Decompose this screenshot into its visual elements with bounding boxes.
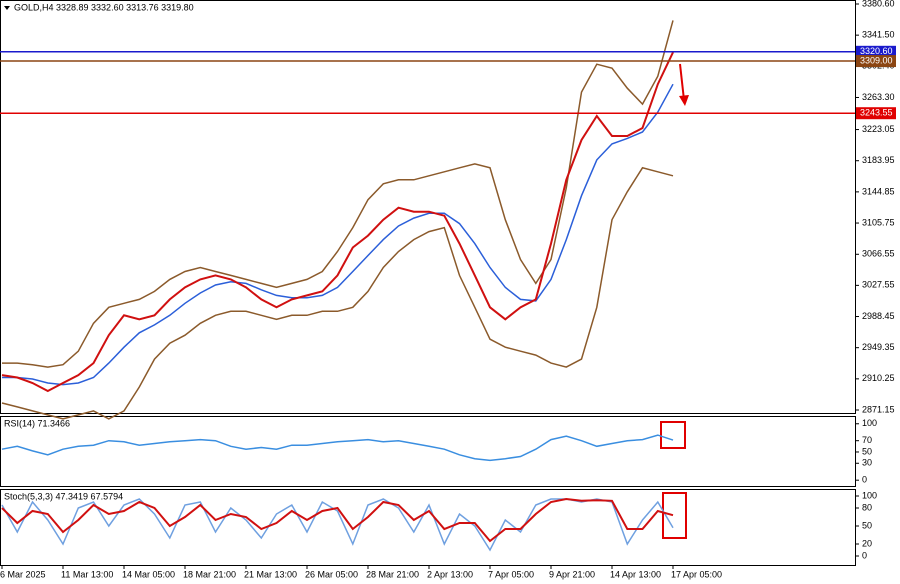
level-label-box — [856, 45, 896, 58]
panel-title: Stoch(5,3,3) 47.3419 67.5794 — [4, 491, 123, 501]
x-tick-label: 17 Apr 05:00 — [671, 569, 722, 579]
y-tick-label: 100 — [862, 490, 877, 500]
x-tick-label: 26 Mar 05:00 — [305, 569, 358, 579]
panel-title: RSI(14) 71.3466 — [4, 418, 70, 428]
y-tick-label: 30 — [862, 458, 872, 468]
y-tick-label: 3183.95 — [862, 155, 895, 165]
y-tick-label: 3263.30 — [862, 92, 895, 102]
panel-title: GOLD,H4 3328.89 3332.60 3313.76 3319.80 — [14, 2, 194, 12]
level-label-box — [856, 107, 896, 120]
y-tick-label: 3341.50 — [862, 30, 895, 40]
level-label: 3243.55 — [860, 108, 893, 118]
series-line — [1, 166, 674, 420]
y-tick-label: 100 — [862, 418, 877, 428]
y-tick-label: 3144.85 — [862, 186, 895, 196]
y-tick-label: 3105.75 — [862, 217, 895, 227]
highlight-box — [662, 492, 687, 539]
y-tick-label: 50 — [862, 446, 872, 456]
menu-arrow — [4, 6, 10, 10]
highlight-box — [660, 421, 686, 449]
y-tick-label: 2871.15 — [862, 404, 895, 414]
level-label-box — [856, 55, 896, 68]
series-line — [1, 434, 674, 462]
y-tick-label: 2949.35 — [862, 342, 895, 352]
x-tick-label: 21 Mar 13:00 — [244, 569, 297, 579]
y-tick-label: 50 — [862, 520, 872, 530]
y-tick-label: 80 — [862, 502, 872, 512]
series-line — [2, 20, 674, 368]
series-line — [1, 497, 674, 543]
x-tick-label: 7 Apr 05:00 — [488, 569, 534, 579]
x-tick-label: 2 Apr 13:00 — [427, 569, 473, 579]
level-label: 3309.00 — [860, 55, 893, 65]
y-tick-label: 70 — [862, 435, 872, 445]
x-tick-label: 11 Mar 13:00 — [61, 569, 113, 579]
x-tick-label: 14 Apr 13:00 — [610, 569, 661, 579]
level-label: 3320.60 — [860, 46, 893, 56]
series-line — [2, 83, 674, 386]
arrow-head — [679, 95, 689, 106]
y-tick-label: 3066.55 — [862, 249, 895, 259]
main-panel-frame — [0, 0, 856, 414]
y-tick-label: 3223.05 — [862, 124, 895, 134]
x-tick-label: 9 Apr 21:00 — [549, 569, 595, 579]
y-tick-label: 3027.55 — [862, 280, 895, 290]
arrow-shaft — [679, 63, 685, 101]
y-tick-label: 0 — [862, 550, 867, 560]
x-tick-label: 6 Mar 2025 — [0, 569, 46, 579]
y-tick-label: 20 — [862, 538, 872, 548]
y-tick-label: 0 — [862, 475, 867, 485]
y-tick-label: 2910.25 — [862, 373, 895, 383]
x-tick-label: 28 Mar 21:00 — [366, 569, 419, 579]
x-tick-label: 18 Mar 21:00 — [183, 569, 236, 579]
stoch-panel-frame — [0, 489, 856, 566]
series-line — [1, 51, 674, 393]
y-tick-label: 3380.60 — [862, 0, 895, 8]
x-tick-label: 14 Mar 05:00 — [122, 569, 175, 579]
y-tick-label: 2988.45 — [862, 311, 895, 321]
